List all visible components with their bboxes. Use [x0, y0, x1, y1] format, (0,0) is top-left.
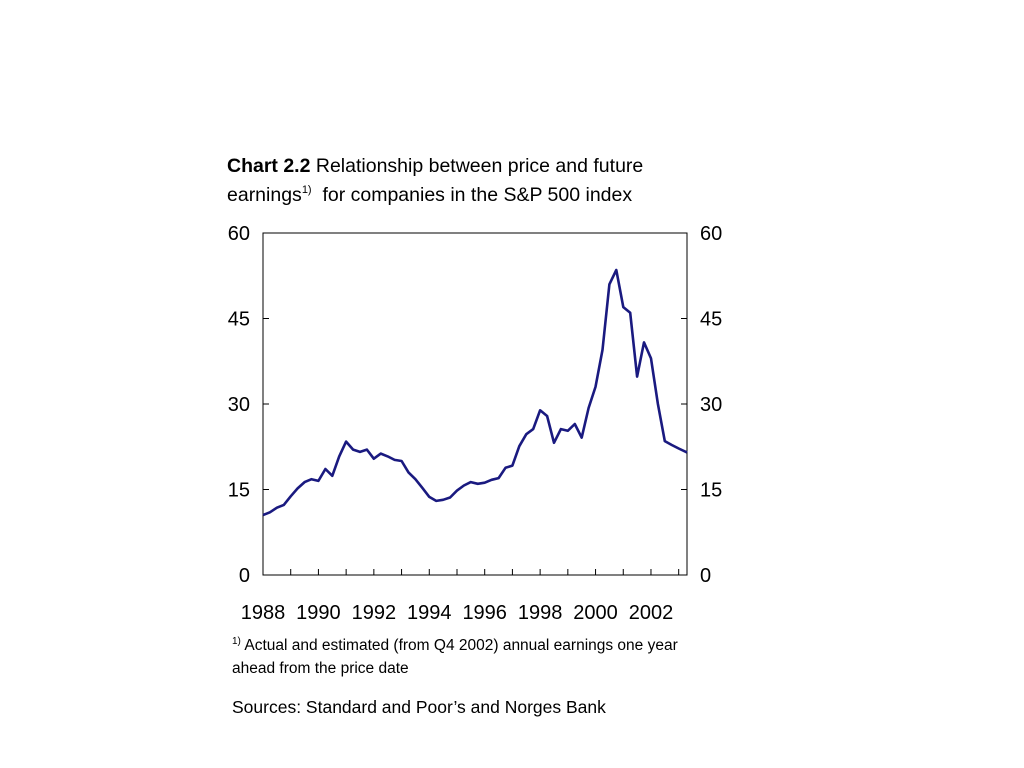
x-tick-label: 2000	[573, 602, 618, 624]
x-tick-label: 1988	[241, 602, 286, 624]
footnote-marker: 1)	[232, 635, 241, 647]
x-tick-label: 1996	[462, 602, 507, 624]
y-tick-label-right: 0	[700, 565, 711, 587]
sources-text: Sources: Standard and Poor’s and Norges …	[232, 697, 606, 717]
chart-title: Chart 2.2 Relationship between price and…	[227, 152, 747, 210]
chart-title-line2: for companies in the S&P 500 index	[322, 184, 633, 206]
y-tick-label-right: 15	[700, 480, 722, 502]
plot-frame	[262, 232, 688, 576]
chart-title-footnote-marker: 1)	[301, 183, 312, 196]
x-tick-label: 2002	[629, 602, 674, 624]
x-tick-label: 1998	[518, 602, 563, 624]
footnote: 1) Actual and estimated (from Q4 2002) a…	[232, 634, 682, 680]
x-tick-label: 1992	[352, 602, 397, 624]
x-tick-label: 1994	[407, 602, 452, 624]
y-tick-label-left: 45	[228, 309, 250, 331]
y-axis-ticks: 0 0 15 15 30 30 45 45 60 60	[228, 223, 723, 587]
y-tick-label-right: 45	[700, 309, 722, 331]
footnote-text: Actual and estimated (from Q4 2002) annu…	[232, 637, 678, 677]
x-tick-label: 1990	[296, 602, 341, 624]
series-line	[262, 268, 688, 517]
y-tick-label-left: 0	[239, 565, 250, 587]
chart-number: Chart 2.2	[227, 155, 311, 177]
y-tick-label-right: 60	[700, 223, 722, 245]
y-tick-label-left: 60	[228, 223, 250, 245]
chart-title-word: earnings	[227, 184, 302, 206]
x-axis-ticks: 1988 1990 1992 1994 1996 1998 2000 2002	[241, 569, 680, 624]
y-tick-label-left: 15	[228, 480, 250, 502]
chart-title-line1: Relationship between price and future	[315, 155, 644, 177]
y-tick-label-left: 30	[228, 394, 250, 416]
y-tick-label-right: 30	[700, 394, 722, 416]
